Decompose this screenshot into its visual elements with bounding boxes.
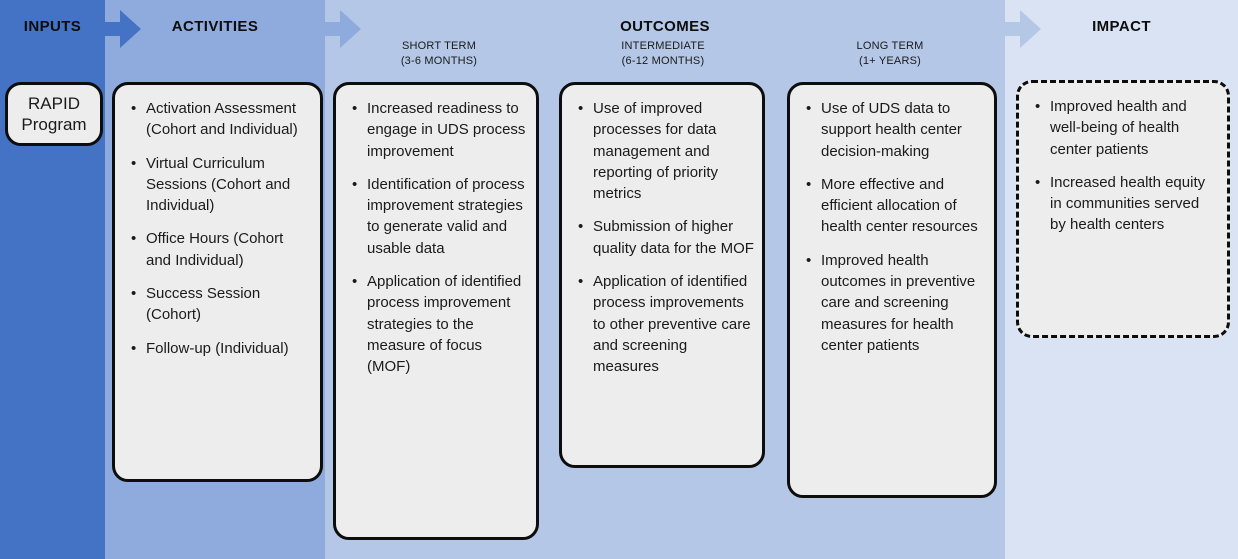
short-term-list: Increased readiness to engage in UDS pro…: [336, 85, 536, 400]
outcomes-header: OUTCOMES: [620, 18, 710, 35]
inputs-header: INPUTS: [23, 18, 82, 35]
list-item: Follow-up (Individual): [129, 338, 312, 360]
intermediate-outcomes-box: Use of improved processes for data manag…: [559, 82, 765, 468]
intermediate-label: INTERMEDIATE: [621, 40, 705, 52]
list-item: Increased readiness to engage in UDS pro…: [350, 98, 528, 162]
list-item: Improved health outcomes in preventive c…: [804, 250, 986, 356]
list-item: Success Session (Cohort): [129, 283, 312, 326]
impact-box: Improved health and well-being of health…: [1016, 80, 1230, 338]
list-item: Improved health and well-being of health…: [1033, 96, 1219, 160]
list-item: Application of identified process improv…: [350, 271, 528, 377]
long-term-timeframe: (1+ YEARS): [858, 54, 922, 67]
intermediate-timeframe: (6-12 MONTHS): [621, 54, 705, 67]
rapid-program-label: RAPID Program: [21, 93, 87, 134]
rapid-program-box: RAPID Program: [5, 82, 103, 146]
impact-list: Improved health and well-being of health…: [1019, 83, 1227, 258]
list-item: Virtual Curriculum Sessions (Cohort and …: [129, 153, 312, 217]
long-term-label: LONG TERM: [856, 40, 924, 52]
short-term-timeframe: (3-6 MONTHS): [400, 54, 478, 67]
flow-arrow-icon: [325, 10, 361, 48]
intermediate-list: Use of improved processes for data manag…: [562, 85, 762, 400]
list-item: Use of UDS data to support health center…: [804, 98, 986, 162]
list-item: Use of improved processes for data manag…: [576, 98, 754, 204]
impact-header: IMPACT: [1092, 18, 1151, 35]
long-term-outcomes-box: Use of UDS data to support health center…: [787, 82, 997, 498]
list-item: More effective and efficient allocation …: [804, 174, 986, 238]
list-item: Submission of higher quality data for th…: [576, 216, 754, 259]
flow-arrow-icon: [105, 10, 141, 48]
list-item: Identification of process improvement st…: [350, 174, 528, 259]
short-term-subheader: SHORT TERM (3-6 MONTHS): [339, 39, 539, 68]
activities-header: ACTIVITIES: [171, 18, 259, 35]
long-term-subheader: LONG TERM (1+ YEARS): [790, 39, 990, 68]
list-item: Office Hours (Cohort and Individual): [129, 228, 312, 271]
activities-list: Activation Assessment (Cohort and Indivi…: [115, 85, 320, 381]
short-term-outcomes-box: Increased readiness to engage in UDS pro…: [333, 82, 539, 540]
flow-arrow-icon: [1005, 10, 1041, 48]
long-term-list: Use of UDS data to support health center…: [790, 85, 994, 378]
list-item: Application of identified process improv…: [576, 271, 754, 377]
short-term-label: SHORT TERM: [401, 40, 477, 52]
list-item: Increased health equity in communities s…: [1033, 172, 1219, 236]
list-item: Activation Assessment (Cohort and Indivi…: [129, 98, 312, 141]
activities-box: Activation Assessment (Cohort and Indivi…: [112, 82, 323, 482]
intermediate-subheader: INTERMEDIATE (6-12 MONTHS): [563, 39, 763, 68]
